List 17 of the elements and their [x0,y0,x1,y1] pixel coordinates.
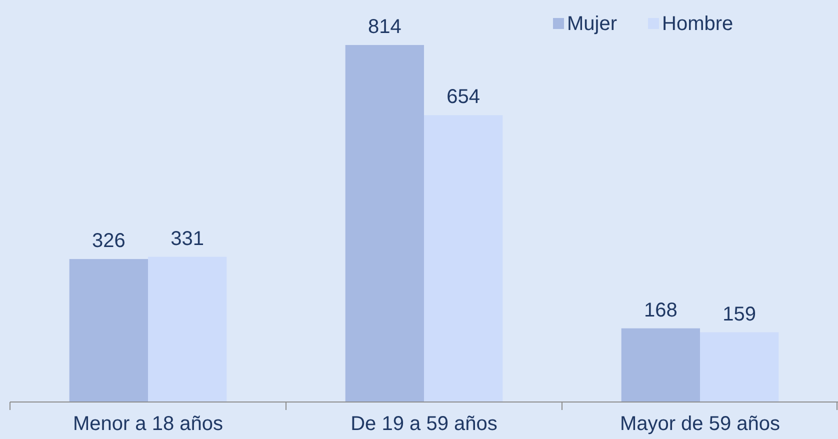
bar [621,328,700,402]
data-label: 814 [368,16,402,38]
data-label: 168 [644,299,678,322]
bar [700,332,779,402]
bar [424,115,503,402]
x-tick-label: De 19 a 59 años [350,413,498,435]
data-label: 326 [92,230,126,252]
data-label: 159 [722,303,756,326]
x-tick-label: Mayor de 59 años [620,413,780,435]
legend-label: Mujer [567,13,618,35]
bar [148,256,227,402]
data-label: 331 [170,228,204,250]
x-tick-label: Menor a 18 años [72,413,224,435]
legend-label: Hombre [662,13,734,35]
bar [345,45,424,402]
data-label: 654 [446,86,480,108]
bar [69,259,148,402]
